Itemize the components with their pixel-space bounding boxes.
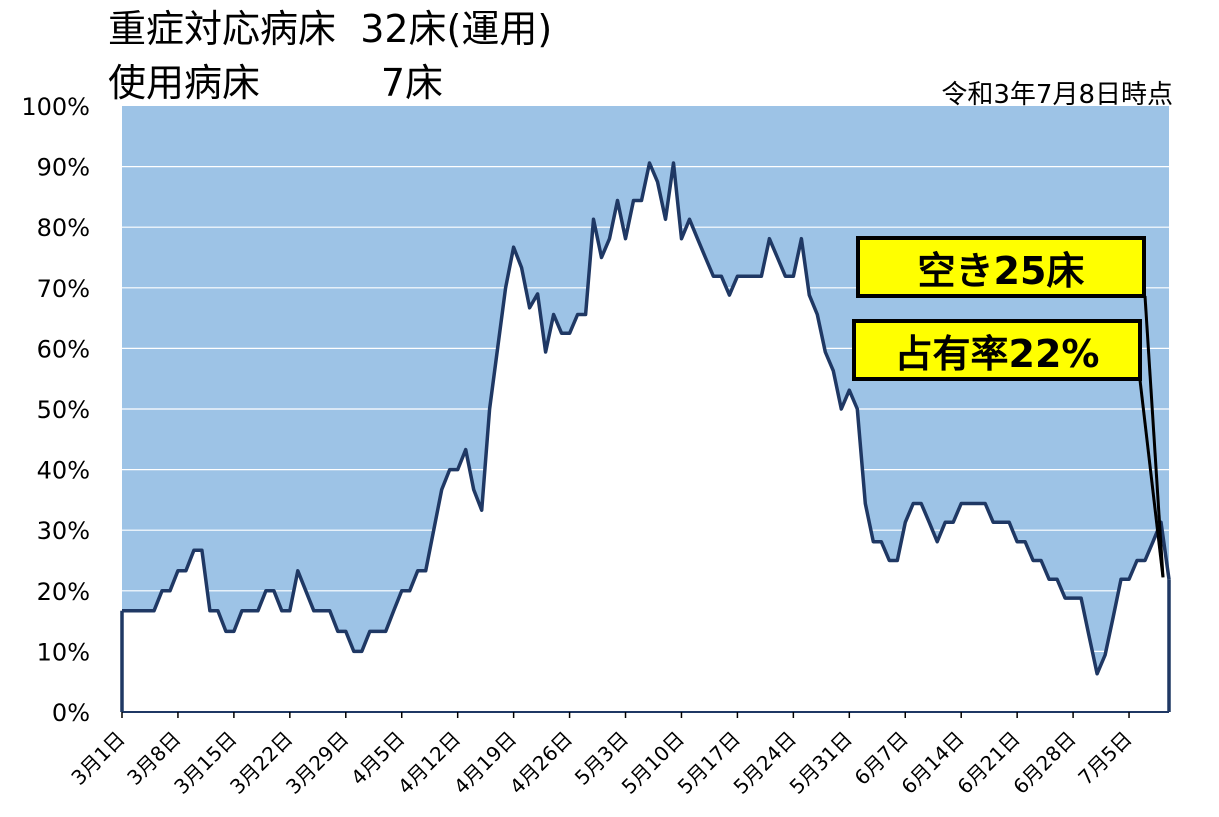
y-tick-label: 70% (37, 275, 90, 303)
y-tick-label: 60% (37, 335, 90, 363)
x-tick-label: 3月29日 (281, 727, 353, 799)
x-tick-label: 6月28日 (1008, 727, 1080, 799)
as-of-date: 令和3年7月8日時点 (941, 80, 1173, 110)
occupancy-callout-pointer (1138, 379, 1165, 578)
title-line-2-label: 使用病床 (108, 61, 261, 105)
x-tick-label: 7月5日 (1073, 727, 1136, 790)
title-line-1-label: 重症対応病床 (108, 7, 337, 51)
y-tick-label: 100% (21, 93, 90, 121)
vacant-beds-callout: 空き25床 (856, 236, 1146, 298)
occupancy-rate-callout: 占有率22% (852, 319, 1142, 381)
vacant-callout-pointer (1143, 295, 1165, 578)
title-line-2-value: 7床 (380, 61, 443, 105)
y-tick-label: 90% (37, 154, 90, 182)
y-tick-label: 10% (37, 638, 90, 666)
x-tick-label: 5月31日 (785, 727, 857, 799)
y-tick-label: 80% (37, 214, 90, 242)
y-tick-label: 20% (37, 578, 90, 606)
used-beds-area (122, 163, 1169, 712)
y-tick-label: 30% (37, 517, 90, 545)
title-line-2: 使用病床 7床 (108, 64, 443, 102)
y-tick-label: 50% (37, 396, 90, 424)
title-line-1-value: 32床(運用) (360, 7, 553, 51)
x-tick-label: 4月26日 (505, 727, 577, 799)
title-line-1: 重症対応病床 32床(運用) (108, 10, 552, 48)
occupancy-line (122, 161, 1171, 676)
x-tick-label: 3月1日 (66, 727, 129, 790)
y-tick-label: 0% (52, 699, 90, 727)
y-tick-label: 40% (37, 457, 90, 485)
